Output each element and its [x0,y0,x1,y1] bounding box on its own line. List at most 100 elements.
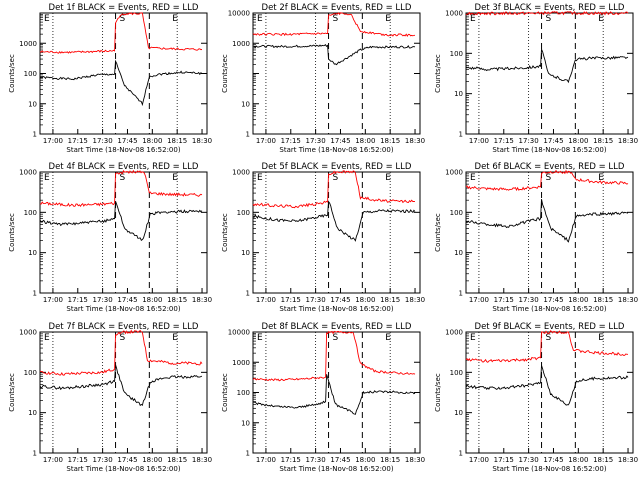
y-tick-label: 100 [237,209,250,217]
x-tick-label: 17:15 [68,456,88,464]
event-marker-s: S [546,333,552,343]
y-tick-label: 1 [246,450,250,458]
x-axis-label: Start Time (18-Nov-08 16:52:00) [279,146,393,154]
y-tick-label: 10 [241,419,250,427]
event-marker-e: E [172,173,178,183]
x-tick-label: 18:00 [568,137,588,145]
x-tick-label: 17:30 [519,456,539,464]
event-marker-e: E [598,173,604,183]
x-tick-label: 18:00 [355,137,375,145]
x-tick-label: 18:15 [593,296,613,304]
event-marker-e: E [44,173,50,183]
y-tick-label: 1 [246,131,250,139]
x-tick-label: 18:00 [355,296,375,304]
event-marker-e: E [385,173,391,183]
x-tick-label: 17:30 [93,296,113,304]
x-tick-label: 18:00 [568,456,588,464]
series-lld-line [252,170,416,209]
x-tick-label: 17:15 [68,137,88,145]
x-tick-label: 18:00 [142,296,162,304]
x-tick-label: 18:30 [192,137,212,145]
y-tick-label: 10 [241,100,250,108]
y-tick-label: 100 [24,369,37,377]
panel-title: Det 1f BLACK = Events, RED = LLD [49,3,199,13]
x-tick-label: 18:15 [380,137,400,145]
panel-title: Det 7f BLACK = Events, RED = LLD [49,322,199,332]
x-tick-label: 17:30 [306,137,326,145]
series-events-line [252,200,416,242]
y-tick-label: 10 [454,249,463,257]
panel-title: Det 6f BLACK = Events, RED = LLD [475,162,625,172]
series-lld-line [39,329,203,376]
series-lld-line [39,12,203,54]
x-tick-label: 18:30 [618,456,638,464]
x-tick-label: 18:30 [405,456,425,464]
x-tick-label: 18:15 [167,296,187,304]
x-tick-label: 17:00 [256,456,276,464]
event-marker-s: S [546,173,552,183]
y-tick-label: 10 [28,100,37,108]
y-tick-label: 10 [28,249,37,257]
plot-frame [39,171,208,294]
event-marker-e: E [172,333,178,343]
x-tick-label: 17:30 [306,456,326,464]
y-axis-label: Counts/sec [8,54,16,93]
event-marker-s: S [333,14,339,24]
y-tick-label: 1000 [232,40,250,48]
x-axis-label: Start Time (18-Nov-08 16:52:00) [66,465,180,473]
x-tick-label: 18:15 [593,456,613,464]
panel-title: Det 2f BLACK = Events, RED = LLD [262,3,412,13]
event-marker-e: E [470,333,476,343]
event-marker-e: E [470,173,476,183]
x-tick-label: 18:30 [618,296,638,304]
x-axis-label: Start Time (18-Nov-08 16:52:00) [66,146,180,154]
x-tick-label: 17:15 [281,456,301,464]
series-events-line [39,364,203,407]
x-tick-label: 17:45 [330,137,350,145]
x-tick-label: 17:30 [306,296,326,304]
x-axis-label: Start Time (18-Nov-08 16:52:00) [279,465,393,473]
y-tick-label: 1 [459,131,463,139]
event-marker-e: E [598,14,604,24]
event-marker-e: E [172,14,178,24]
x-tick-label: 17:45 [330,456,350,464]
x-tick-label: 17:00 [43,296,63,304]
y-tick-label: 1000 [445,329,463,337]
x-tick-label: 18:30 [192,296,212,304]
series-events-line [252,44,416,66]
y-axis-label: Counts/sec [221,54,229,93]
x-tick-label: 17:00 [43,137,63,145]
event-marker-s: S [120,14,126,24]
event-marker-e: E [44,14,50,24]
event-marker-e: E [44,333,50,343]
event-marker-e: E [385,333,391,343]
panel-title: Det 3f BLACK = Events, RED = LLD [475,3,625,13]
y-tick-label: 1 [459,450,463,458]
y-tick-label: 100 [237,389,250,397]
x-tick-label: 18:00 [355,456,375,464]
y-tick-label: 100 [450,369,463,377]
series-events-line [465,199,629,243]
x-tick-label: 17:30 [519,137,539,145]
x-tick-label: 17:15 [494,456,514,464]
x-tick-label: 18:00 [142,137,162,145]
x-tick-label: 17:30 [519,296,539,304]
x-tick-label: 18:00 [142,456,162,464]
event-marker-s: S [120,333,126,343]
y-tick-label: 10 [28,409,37,417]
x-tick-label: 18:30 [618,137,638,145]
x-tick-label: 17:45 [117,296,137,304]
y-tick-label: 1 [33,131,37,139]
x-tick-label: 17:15 [494,137,514,145]
panel-title: Det 4f BLACK = Events, RED = LLD [49,162,199,172]
y-tick-label: 1000 [445,169,463,177]
plot-frame [252,12,421,135]
x-tick-label: 17:45 [117,137,137,145]
plot-frame [252,331,421,454]
x-tick-label: 17:00 [469,137,489,145]
